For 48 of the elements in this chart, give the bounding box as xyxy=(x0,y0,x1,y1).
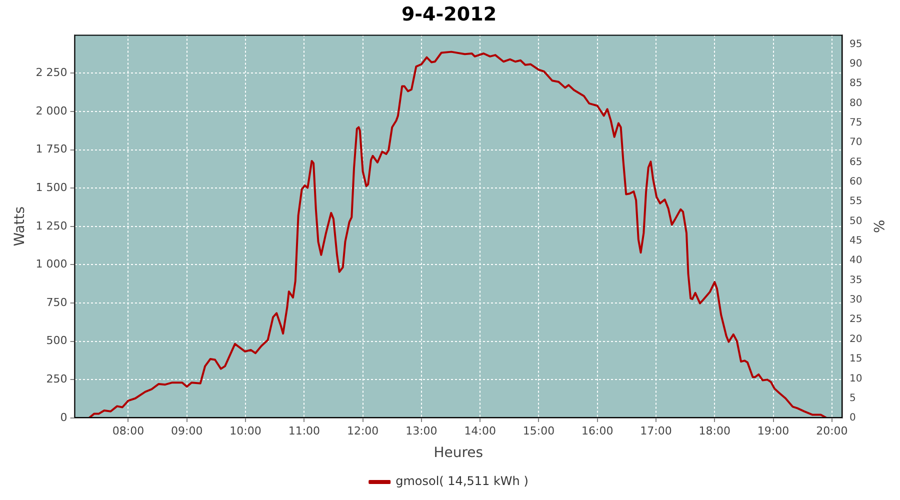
y-tick-label: 1 000 xyxy=(36,258,68,271)
x-tick-label: 14:00 xyxy=(464,424,496,438)
y2-tick-label: 40 xyxy=(849,255,862,266)
y2-tick-label: 55 xyxy=(849,196,862,208)
y2-tick-label: 80 xyxy=(849,98,862,109)
x-tick-label: 15:00 xyxy=(522,424,555,438)
y-tick-label: 500 xyxy=(46,334,68,348)
chart-title: 9-4-2012 xyxy=(401,3,497,26)
y2-tick-label: 5 xyxy=(849,392,856,404)
y-tick-label: 0 xyxy=(60,410,68,424)
y-tick-label: 1 750 xyxy=(36,142,68,156)
y2-tick-label: 35 xyxy=(849,274,862,286)
y-tick-label: 2 250 xyxy=(36,66,68,79)
y-tick-label: 1 250 xyxy=(36,219,68,232)
y-tick-label: 1 500 xyxy=(36,180,68,194)
legend-label: gmosol( 14,511 kWh ) xyxy=(396,474,528,488)
x-tick-label: 17:00 xyxy=(640,424,672,438)
x-tick-label: 10:00 xyxy=(230,424,262,438)
y-axis-title: Watts xyxy=(12,206,28,246)
y2-tick-label: 25 xyxy=(849,314,862,326)
x-tick-label: 11:00 xyxy=(288,424,320,438)
x-tick-label: 19:00 xyxy=(757,424,790,438)
y2-tick-label: 85 xyxy=(849,78,862,90)
y2-tick-label: 95 xyxy=(849,38,862,50)
y2-tick-label: 20 xyxy=(849,334,862,345)
y2-tick-label: 15 xyxy=(849,354,862,365)
y2-tick-label: 0 xyxy=(849,412,856,424)
y2-tick-label: 70 xyxy=(849,137,862,148)
x-tick-label: 18:00 xyxy=(698,424,730,438)
x-tick-label: 16:00 xyxy=(582,424,614,438)
x-tick-label: 20:00 xyxy=(816,424,848,438)
x-tick-label: 12:00 xyxy=(346,424,379,438)
y-tick-label: 750 xyxy=(46,296,68,309)
x-tick-label: 13:00 xyxy=(406,424,438,438)
y2-tick-label: 90 xyxy=(849,58,862,70)
x-tick-label: 09:00 xyxy=(171,424,203,438)
y2-tick-label: 10 xyxy=(849,373,862,384)
y2-tick-label: 30 xyxy=(849,294,862,306)
x-axis-title: Heures xyxy=(434,445,484,462)
y2-tick-label: 50 xyxy=(849,216,862,227)
y2-tick-label: 75 xyxy=(849,118,862,129)
y2-tick-label: 60 xyxy=(849,176,862,188)
y2-axis-title: % xyxy=(870,220,886,234)
x-tick-label: 08:00 xyxy=(112,424,144,438)
y2-tick-label: 65 xyxy=(849,156,862,168)
y-tick-label: 250 xyxy=(46,372,68,386)
y-tick-label: 2 000 xyxy=(36,104,68,118)
y2-tick-label: 45 xyxy=(849,236,862,247)
